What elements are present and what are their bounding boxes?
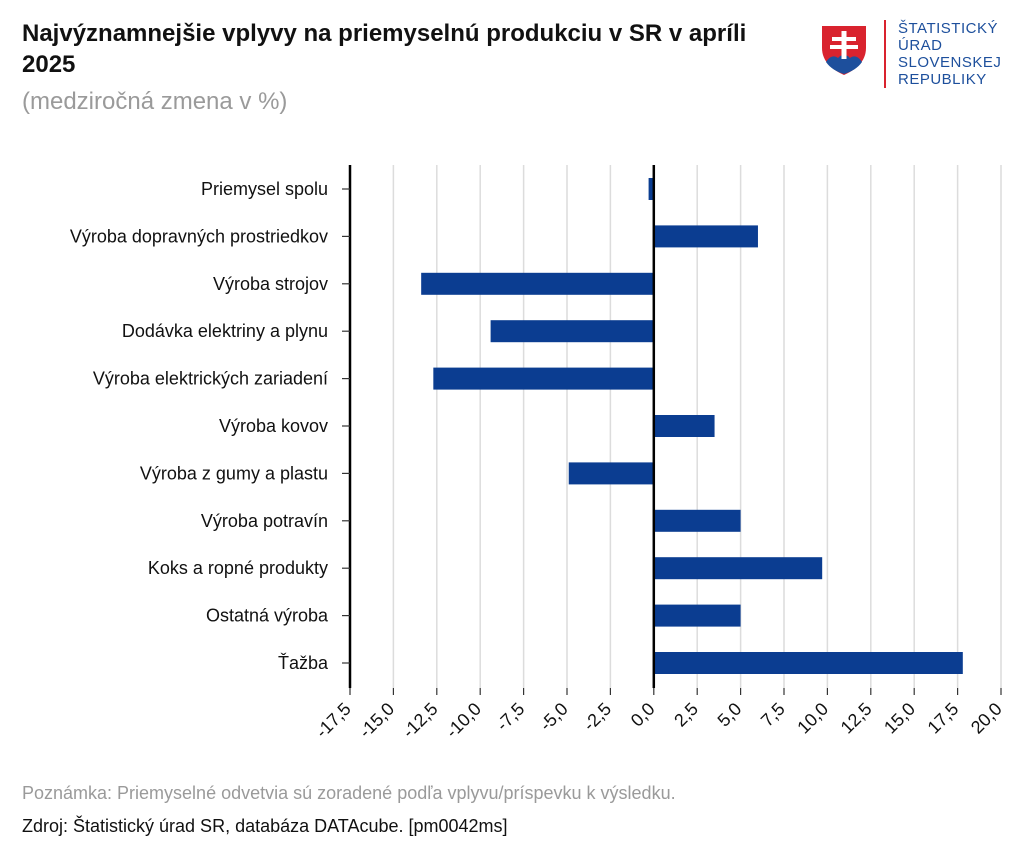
x-tick-label: -12,5 [398, 699, 441, 742]
category-label: Výroba dopravných prostriedkov [70, 226, 328, 246]
logo-line: ŠTATISTICKÝ [898, 20, 998, 37]
x-tick-label: -7,5 [492, 699, 528, 735]
category-label: Výroba strojov [213, 274, 328, 294]
logo-line: SLOVENSKEJ [898, 54, 1002, 71]
bar [648, 178, 654, 200]
chart-source: Zdroj: Štatistický úrad SR, databáza DAT… [22, 816, 508, 836]
category-label: Výroba potravín [201, 511, 328, 531]
chart-title: Najvýznamnejšie vplyvy na priemyselnú pr… [22, 20, 747, 78]
bar [433, 367, 654, 390]
category-label: Výroba kovov [219, 416, 328, 436]
x-tick-label: 17,5 [924, 699, 963, 738]
bar [421, 272, 654, 295]
category-label: Priemysel spolu [201, 179, 328, 199]
bar [653, 604, 741, 627]
chart-subtitle: (medziročná zmena v %) [22, 88, 288, 115]
chart-note: Poznámka: Priemyselné odvetvia sú zorade… [22, 783, 676, 803]
bar [490, 320, 654, 343]
category-label: Ťažba [278, 653, 329, 673]
statistical-office-logo: ŠTATISTICKÝ ÚRAD SLOVENSKEJ REPUBLIKY [818, 20, 1008, 100]
x-tick-label: 20,0 [967, 699, 1006, 738]
category-label: Dodávka elektriny a plynu [122, 321, 328, 341]
logo-line: ÚRAD [898, 37, 943, 54]
x-tick-label: -5,0 [536, 699, 572, 735]
category-label: Výroba z gumy a plastu [140, 463, 328, 483]
category-label: Koks a ropné produkty [148, 558, 328, 578]
bar [653, 415, 715, 437]
category-label: Ostatná výroba [206, 606, 329, 626]
x-tick-label: -2,5 [579, 699, 615, 735]
x-tick-label: 5,0 [714, 699, 746, 731]
logo-wordmark: ŠTATISTICKÝ ÚRAD SLOVENSKEJ REPUBLIKY [884, 20, 1001, 88]
logo-line: REPUBLIKY [898, 71, 987, 88]
bar [653, 225, 758, 248]
bar [568, 462, 654, 485]
category-label: Výroba elektrických zariadení [93, 369, 328, 389]
bar [653, 509, 741, 532]
x-tick-label: -10,0 [442, 699, 485, 742]
x-tick-label: 15,0 [880, 699, 919, 738]
x-tick-label: -15,0 [355, 699, 398, 742]
x-tick-label: -17,5 [312, 699, 355, 742]
bar-chart: Priemysel spolu Výroba dopravných prostri… [70, 165, 1006, 742]
bar [653, 652, 963, 674]
x-tick-label: 0,0 [627, 699, 659, 731]
slovak-shield-icon [819, 23, 869, 78]
x-tick-label: 12,5 [837, 699, 876, 738]
x-tick-label: 10,0 [793, 699, 832, 738]
bar [653, 557, 823, 580]
x-tick-label: 7,5 [757, 699, 789, 731]
x-tick-label: 2,5 [670, 699, 702, 731]
